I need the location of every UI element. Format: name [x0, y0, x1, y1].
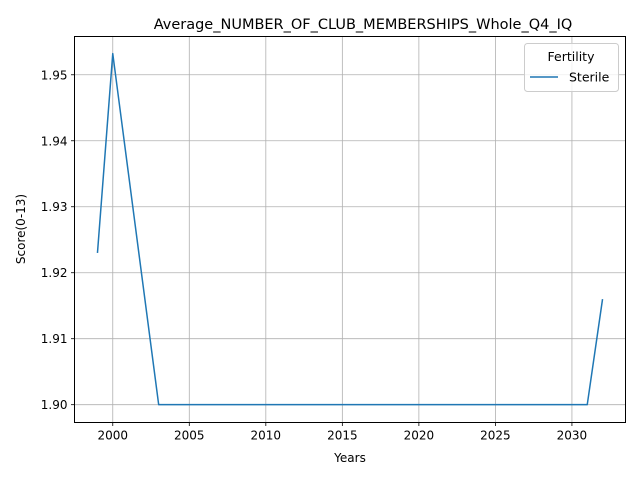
x-tick-label: 2005 [174, 429, 205, 443]
series-line-sterile [96, 52, 604, 406]
x-tick-label: 2015 [327, 429, 358, 443]
y-tick-label: 1.90 [41, 398, 68, 412]
y-tick-label: 1.92 [41, 266, 68, 280]
y-tick-label: 1.91 [41, 332, 68, 346]
x-tick-label: 2000 [97, 429, 128, 443]
x-tick-label: 2010 [251, 429, 282, 443]
plot-frame [74, 36, 626, 423]
legend-title: Fertility [548, 49, 596, 64]
x-tick-label: 2025 [480, 429, 511, 443]
series-layer [96, 52, 604, 406]
chart-title: Average_NUMBER_OF_CLUB_MEMBERSHIPS_Whole… [154, 17, 573, 33]
x-tick-label: 2020 [404, 429, 435, 443]
legend: Fertility Sterile [524, 43, 619, 92]
axis-ticks: 2000 2005 2010 2015 2020 2025 2030 1.90 1.91 1.92… [41, 68, 587, 442]
y-tick-label: 1.93 [41, 200, 68, 214]
y-axis-label: Score(0-13) [14, 194, 28, 264]
legend-box [524, 43, 619, 92]
y-tick-label: 1.95 [41, 68, 68, 82]
y-tick-label: 1.94 [41, 134, 68, 148]
x-axis-label: Years [333, 451, 366, 465]
x-tick-label: 2030 [557, 429, 588, 443]
legend-entry-sterile: Sterile [569, 70, 610, 85]
